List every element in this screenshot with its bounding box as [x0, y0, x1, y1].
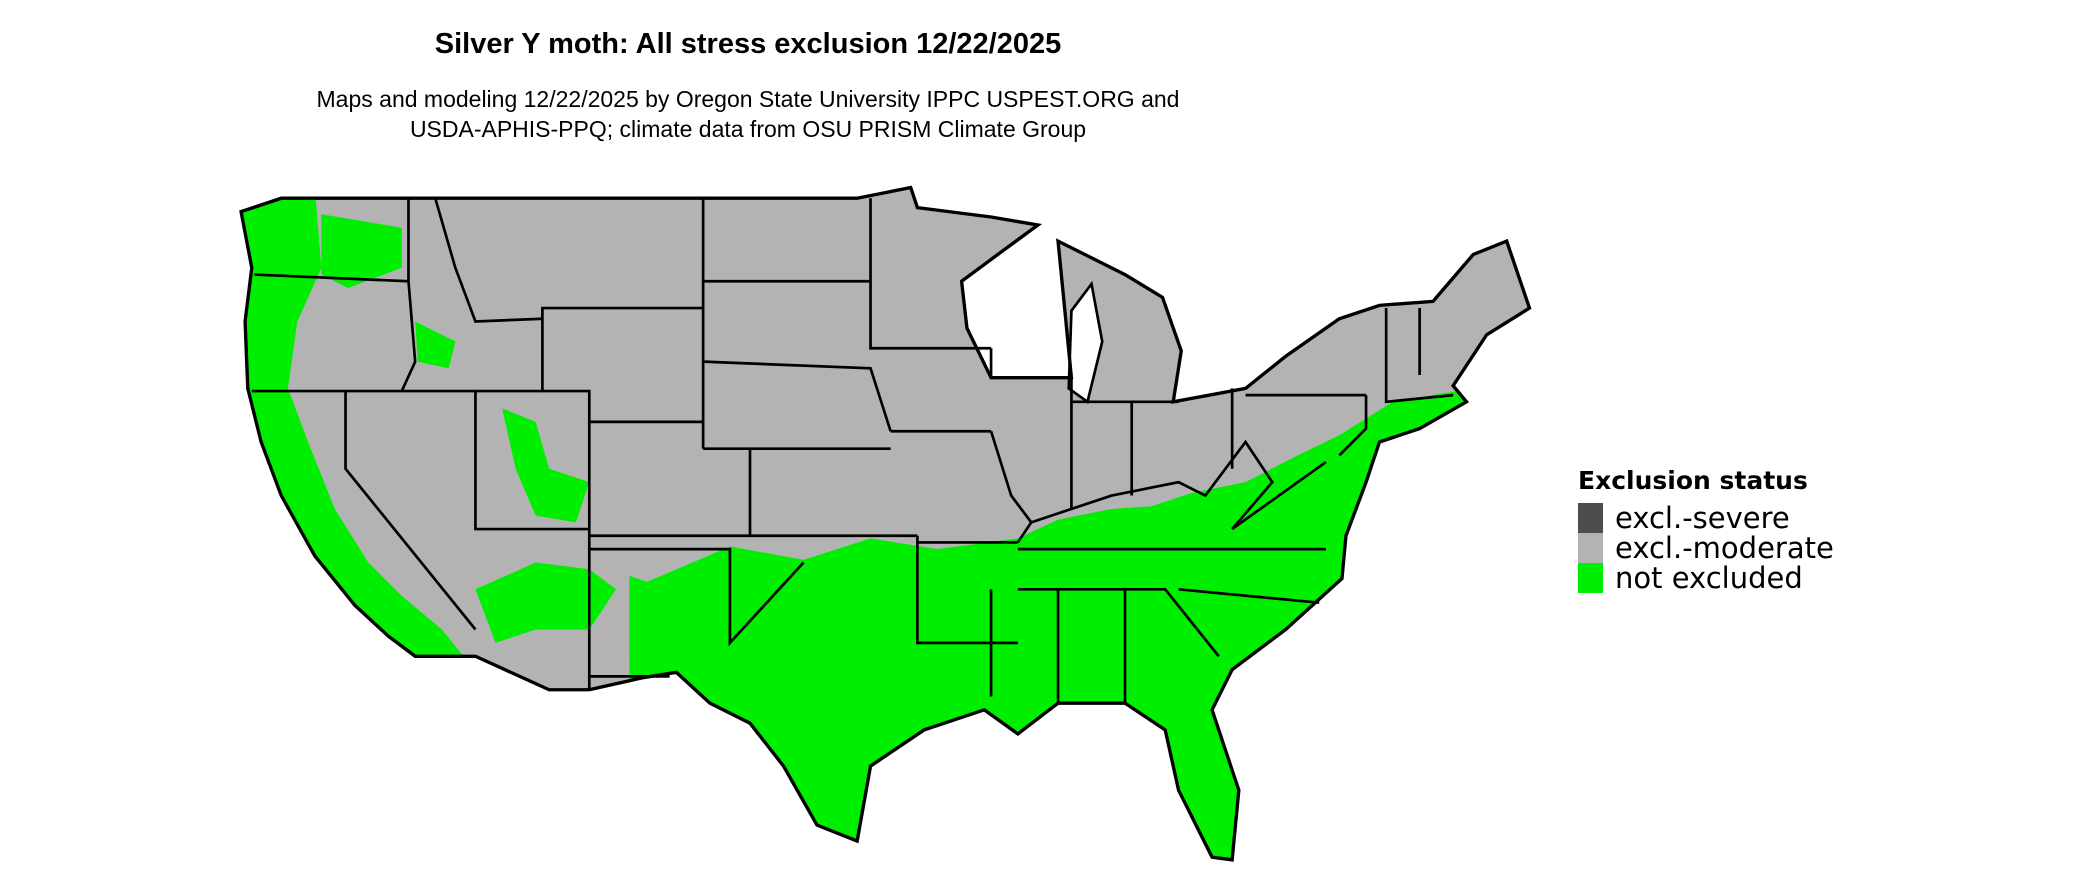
map-subtitle: Maps and modeling 12/22/2025 by Oregon S… — [0, 84, 1496, 144]
region-not-excluded-wa — [321, 214, 402, 288]
legend-label: excl.-moderate — [1615, 531, 1834, 565]
map-fill — [241, 187, 1530, 860]
region-not-excluded-id — [415, 321, 456, 369]
region-not-excluded-ut — [502, 408, 590, 523]
legend-item-not-excluded: not excluded — [1578, 563, 1834, 593]
legend-swatch — [1578, 503, 1603, 533]
lake-michigan — [1067, 280, 1104, 405]
subtitle-line-1: Maps and modeling 12/22/2025 by Oregon S… — [316, 86, 1180, 112]
subtitle-line-2: USDA-APHIS-PPQ; climate data from OSU PR… — [409, 116, 1087, 142]
map-title: Silver Y moth: All stress exclusion 12/2… — [434, 28, 1062, 60]
legend-item-excl-severe: excl.-severe — [1578, 503, 1834, 533]
legend-label: not excluded — [1615, 561, 1803, 595]
state-borders — [251, 197, 1454, 704]
legend-title: Exclusion status — [1578, 466, 1808, 495]
region-not-excluded-nm — [629, 575, 697, 663]
legend-swatch — [1578, 563, 1603, 593]
legend-swatch — [1578, 533, 1603, 563]
legend-item-excl-moderate: excl.-moderate — [1578, 533, 1834, 563]
legend: Exclusion status excl.-severe excl.-mode… — [1578, 466, 1834, 593]
legend-label: excl.-severe — [1615, 501, 1790, 535]
region-not-excluded-az — [475, 562, 617, 643]
